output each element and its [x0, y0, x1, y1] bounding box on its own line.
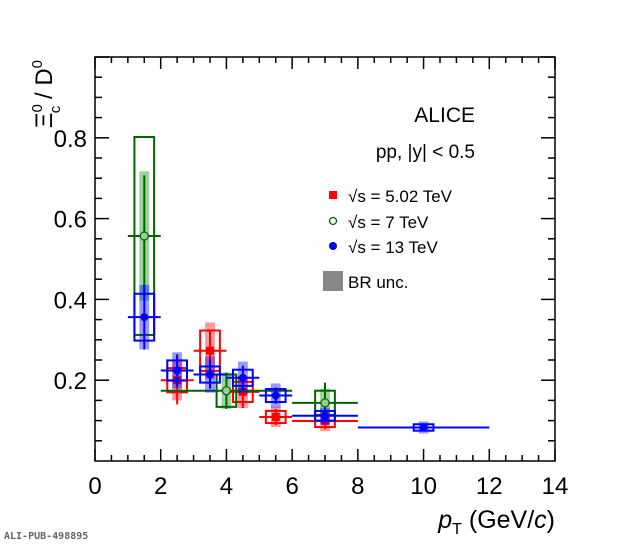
data-marks [127, 135, 490, 434]
y-axis-title: Ξ0c / D0 [29, 60, 64, 128]
legend-label: √s = 7 TeV [348, 213, 429, 232]
data-point [140, 313, 149, 322]
legend-label: BR unc. [348, 273, 408, 292]
data-point [419, 423, 428, 432]
legend-label: √s = 5.02 TeV [348, 187, 453, 206]
x-tick-label: 8 [351, 473, 364, 500]
x-tick-label: 0 [88, 473, 101, 500]
data-point [238, 373, 247, 382]
data-point [320, 398, 330, 408]
x-tick-label: 14 [542, 473, 569, 500]
series-13-tev [127, 284, 490, 434]
y-tick-label: 0.6 [54, 207, 87, 234]
legend-marker-square [329, 191, 337, 199]
legend: √s = 5.02 TeV √s = 7 TeV √s = 13 TeV BR unc… [323, 187, 453, 292]
x-tick-label: 6 [285, 473, 298, 500]
axes: 0 2 4 6 8 10 12 14 0.2 0.4 0.6 0.8 [54, 56, 569, 500]
watermark: ALI-PUB-498895 [4, 531, 89, 542]
x-tick-label: 2 [154, 473, 167, 500]
legend-label: √s = 13 TeV [348, 238, 438, 257]
data-point [139, 231, 149, 241]
experiment-label: ALICE [414, 104, 475, 127]
y-tick-label: 0.8 [54, 126, 87, 153]
x-tick-label: 4 [220, 473, 233, 500]
data-point [173, 366, 182, 375]
data-point [238, 387, 247, 396]
data-point [271, 412, 280, 421]
legend-marker-open-circle [328, 216, 338, 226]
y-tick-label: 0.4 [54, 287, 87, 314]
data-point [221, 386, 232, 396]
legend-marker-circle [329, 242, 337, 250]
data-point [271, 391, 280, 400]
x-tick-label: 10 [410, 473, 437, 500]
data-point [206, 346, 214, 355]
data-point [321, 411, 329, 420]
y-tick-label: 0.2 [54, 368, 87, 395]
legend-marker-box [323, 271, 343, 291]
x-axis-title: pT (GeV/c) [437, 506, 555, 538]
x-tick-label: 12 [476, 473, 503, 500]
system-label: pp, |y| < 0.5 [376, 142, 475, 163]
data-point [206, 370, 214, 379]
